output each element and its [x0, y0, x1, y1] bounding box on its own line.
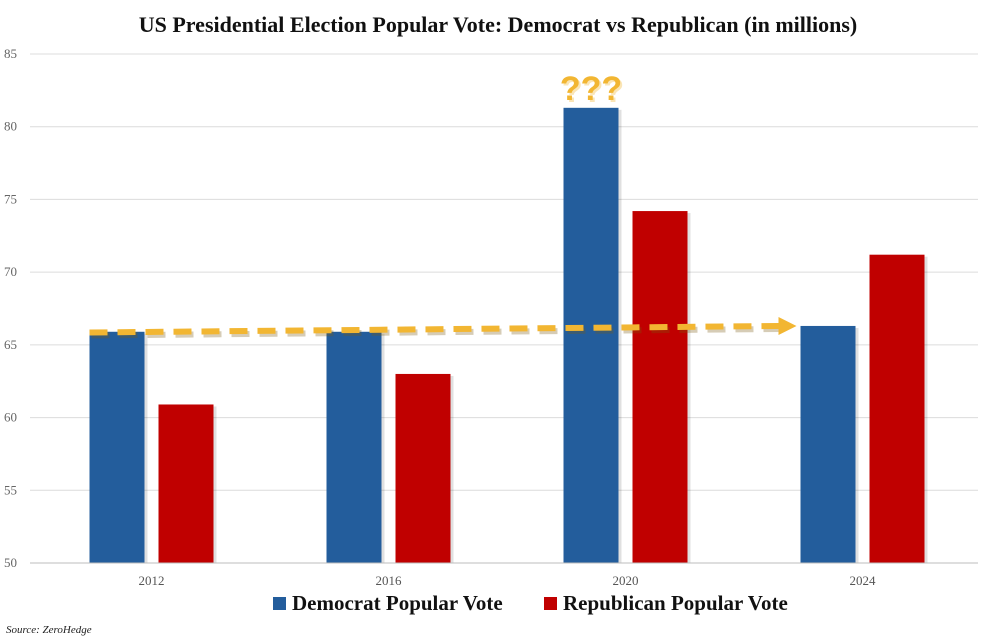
- bar-republican-2012: [158, 404, 214, 563]
- arrow-shadow: [91, 325, 785, 339]
- question-marks-shadow: ???: [562, 72, 624, 110]
- bar-republican-2016: [395, 373, 451, 563]
- bar-republican-2020: [632, 211, 688, 563]
- question-marks-annotation: ???: [560, 70, 622, 108]
- y-tick-label: 85: [4, 46, 17, 61]
- bars: [89, 107, 928, 564]
- trend-arrow-head: [778, 316, 797, 335]
- legend-label: Democrat Popular Vote: [292, 591, 503, 615]
- legend-swatch: [273, 597, 286, 610]
- x-tick-label: 2020: [613, 573, 639, 588]
- y-tick-label: 70: [4, 264, 17, 279]
- bar-democrat-2024: [800, 325, 856, 563]
- legend-label: Republican Popular Vote: [563, 591, 788, 615]
- bar-democrat-2012: [89, 331, 145, 563]
- chart-title: US Presidential Election Popular Vote: D…: [139, 12, 857, 37]
- x-tick-label: 2016: [376, 573, 403, 588]
- y-tick-label: 60: [4, 410, 17, 425]
- bar-democrat-2016: [326, 331, 382, 563]
- y-tick-label: 50: [4, 555, 17, 570]
- source-note: Source: ZeroHedge: [6, 624, 92, 636]
- y-tick-label: 55: [4, 482, 17, 497]
- x-tick-label: 2024: [850, 573, 877, 588]
- trend-arrow-line: [89, 322, 783, 336]
- legend: Democrat Popular Vote Republican Popular …: [273, 591, 788, 615]
- bar-democrat-2020: [563, 107, 619, 564]
- y-tick-label: 75: [4, 191, 17, 206]
- x-tick-label: 2012: [139, 573, 165, 588]
- annotations: ??????: [89, 70, 797, 339]
- y-tick-label: 80: [4, 119, 17, 134]
- legend-swatch: [544, 597, 557, 610]
- bar-republican-2024: [869, 254, 925, 564]
- axes: 50 55 60 65 70 75 80 85 2012 2016 2020 2024: [4, 46, 978, 588]
- y-tick-label: 65: [4, 337, 17, 352]
